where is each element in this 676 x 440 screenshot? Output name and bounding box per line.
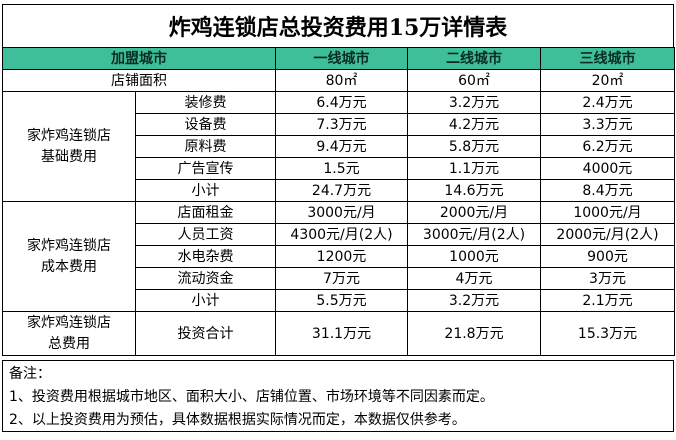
area-row: 店铺面积 80㎡ 60㎡ 20㎡	[2, 69, 675, 92]
cell-tier3: 2.1万元	[540, 289, 675, 312]
cell-tier1: 1200元	[275, 245, 408, 268]
row-label: 流动资金	[135, 267, 276, 290]
cost-table: 加盟城市 一线城市 二线城市 三线城市 店铺面积 80㎡ 60㎡ 20㎡ 家炸鸡…	[2, 47, 675, 356]
cell-tier2: 1.1万元	[407, 157, 541, 180]
total-group-line1: 家炸鸡连锁店	[27, 314, 111, 331]
total-label: 投资合计	[135, 311, 276, 356]
cost-group-line1: 家炸鸡连锁店	[27, 237, 111, 254]
cell-tier3: 8.4万元	[540, 179, 675, 202]
total-tier3: 15.3万元	[540, 311, 675, 356]
cell-tier1: 9.4万元	[275, 135, 408, 158]
row-label: 小计	[135, 179, 276, 202]
area-tier3: 20㎡	[540, 69, 675, 92]
basic-group-label: 家炸鸡连锁店 基础费用	[2, 91, 136, 202]
cell-tier1: 7万元	[275, 267, 408, 290]
area-label: 店铺面积	[2, 69, 276, 92]
row-label: 原料费	[135, 135, 276, 158]
cell-tier3: 2000元/月(2人)	[540, 223, 675, 246]
area-tier2: 60㎡	[407, 69, 541, 92]
cell-tier2: 4万元	[407, 267, 541, 290]
total-tier1: 31.1万元	[275, 311, 408, 356]
header-row: 加盟城市 一线城市 二线城市 三线城市	[2, 47, 675, 70]
table-row: 家炸鸡连锁店 成本费用 店面租金 3000元/月 2000元/月 1000元/月	[2, 201, 675, 312]
table-row: 水电杂费 1200元 1000元 900元	[3, 245, 675, 268]
cell-tier1: 4300元/月(2人)	[275, 223, 408, 246]
total-tier2: 21.8万元	[407, 311, 541, 356]
table-row: 广告宣传 1.5元 1.1万元 4000元	[3, 157, 675, 180]
row-label: 装修费	[135, 91, 276, 114]
basic-group-line2: 基础费用	[41, 148, 97, 165]
cost-group-label: 家炸鸡连锁店 成本费用	[2, 201, 136, 312]
area-tier1: 80㎡	[275, 69, 408, 92]
notes-line-1: 1、投资费用根据城市地区、面积大小、店铺位置、市场环境等不同因素而定。	[9, 389, 494, 405]
cell-tier2: 3000元/月(2人)	[407, 223, 541, 246]
row-label: 小计	[135, 289, 276, 312]
cell-tier1: 3000元/月	[275, 201, 408, 224]
cell-tier3: 1000元/月	[540, 201, 675, 224]
notes-heading: 备注：	[9, 366, 51, 382]
cell-tier3: 900元	[540, 245, 675, 268]
basic-group-line1: 家炸鸡连锁店	[27, 127, 111, 144]
cell-tier1: 24.7万元	[275, 179, 408, 202]
row-label: 店面租金	[135, 201, 276, 224]
header-tier2: 二线城市	[407, 47, 541, 70]
row-label: 广告宣传	[135, 157, 276, 180]
cell-tier1: 1.5元	[275, 157, 408, 180]
cell-tier2: 14.6万元	[407, 179, 541, 202]
sheet-title: 炸鸡连锁店总投资费用15万详情表	[2, 4, 674, 48]
notes-box: 备注： 1、投资费用根据城市地区、面积大小、店铺位置、市场环境等不同因素而定。 …	[2, 360, 674, 432]
cell-tier1: 5.5万元	[275, 289, 408, 312]
header-tier1: 一线城市	[275, 47, 408, 70]
row-label: 设备费	[135, 113, 276, 136]
cost-sheet: 炸鸡连锁店总投资费用15万详情表 加盟城市 一线城市 二线城市 三线城市 店铺面…	[2, 4, 675, 432]
cell-tier2: 3.2万元	[407, 91, 541, 114]
cell-tier3: 3万元	[540, 267, 675, 290]
total-row: 家炸鸡连锁店 总费用 投资合计 31.1万元 21.8万元 15.3万元	[2, 311, 675, 356]
table-row: 人员工资 4300元/月(2人) 3000元/月(2人) 2000元/月(2人)	[3, 223, 675, 246]
notes-line-2: 2、以上投资费用为预估，具体数据根据实际情况而定，本数据仅供参考。	[9, 412, 466, 428]
cell-tier2: 5.8万元	[407, 135, 541, 158]
cell-tier1: 6.4万元	[275, 91, 408, 114]
header-city-label: 加盟城市	[2, 47, 276, 70]
cell-tier2: 4.2万元	[407, 113, 541, 136]
row-label: 人员工资	[135, 223, 276, 246]
cell-tier2: 3.2万元	[407, 289, 541, 312]
cell-tier1: 7.3万元	[275, 113, 408, 136]
total-group-line2: 总费用	[48, 335, 90, 352]
cell-tier2: 2000元/月	[407, 201, 541, 224]
table-row: 小计 24.7万元 14.6万元 8.4万元	[3, 179, 675, 202]
cell-tier2: 1000元	[407, 245, 541, 268]
row-label: 水电杂费	[135, 245, 276, 268]
header-tier3: 三线城市	[540, 47, 675, 70]
table-row: 流动资金 7万元 4万元 3万元	[3, 267, 675, 290]
cell-tier3: 3.3万元	[540, 113, 675, 136]
cell-tier3: 4000元	[540, 157, 675, 180]
cell-tier3: 6.2万元	[540, 135, 675, 158]
table-row: 家炸鸡连锁店 基础费用 装修费 6.4万元 3.2万元 2.4万元	[2, 91, 675, 202]
total-group-label: 家炸鸡连锁店 总费用	[2, 311, 136, 356]
cost-group-line2: 成本费用	[41, 258, 97, 275]
cell-tier3: 2.4万元	[540, 91, 675, 114]
